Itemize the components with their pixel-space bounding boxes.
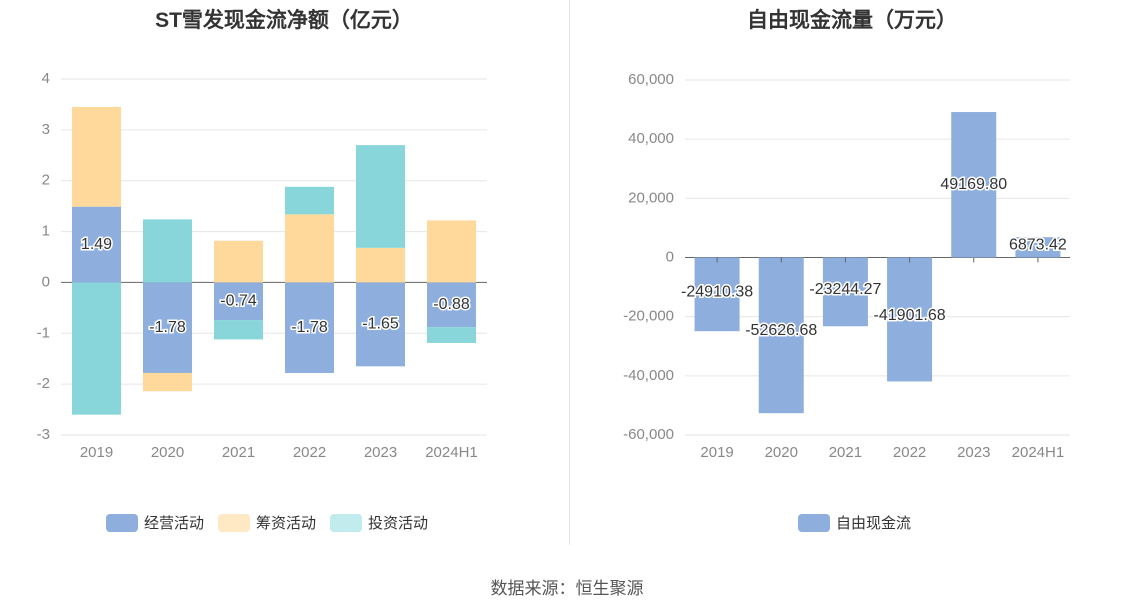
y-tick-label: 40,000	[628, 130, 674, 147]
bar-operating	[143, 282, 192, 373]
data-label-free-cash-flow: -24910.38	[681, 283, 753, 300]
bar-investing	[356, 145, 405, 248]
bar-financing	[356, 247, 405, 283]
x-tick-label: 2021	[829, 444, 862, 461]
data-label-operating: -1.65	[362, 316, 399, 333]
y-tick-label: -3	[37, 426, 50, 443]
legend-item-investing[interactable]: 投资活动	[330, 512, 428, 533]
bar-free-cash-flow	[887, 257, 933, 382]
legend-label-investing: 投资活动	[368, 515, 429, 532]
x-tick-label: 2023	[957, 444, 990, 461]
y-tick-label: 20,000	[628, 189, 674, 206]
left-chart-svg: 4 3 2 1 0 -1 -2 -3 2019 1.49 2020 -1.78 2021 -0.74 202…	[37, 70, 487, 461]
data-label-free-cash-flow: 49169.80	[940, 176, 1007, 193]
x-tick-label: 2021	[222, 444, 255, 461]
bar-financing	[143, 372, 192, 392]
legend-swatch-investing	[330, 513, 363, 532]
bar-operating	[285, 282, 334, 373]
left-legend: 经营活动 筹资活动 投资活动	[106, 512, 428, 533]
y-tick-label: 60,000	[628, 71, 674, 88]
data-label-free-cash-flow: -52626.68	[745, 322, 817, 339]
bar-financing	[427, 220, 476, 283]
legend-swatch-operating	[106, 513, 138, 532]
bar-operating	[72, 206, 121, 283]
bar-free-cash-flow	[694, 257, 740, 332]
y-tick-label: 3	[42, 121, 50, 138]
left-chart-panel: ST雪发现金流净额（亿元） 4 3 2 1 0 -1 -2 -3 2019 1.49 2020 -1.…	[0, 0, 568, 545]
y-tick-label: -2	[37, 375, 50, 392]
right-chart-panel: 自由现金流量（万元） 60,000 40,000 20,000 0 -20,000 -40…	[570, 0, 1134, 545]
data-label-free-cash-flow: -23244.27	[809, 281, 881, 298]
legend-item-financing[interactable]: 筹资活动	[218, 512, 316, 533]
y-tick-label: -20,000	[623, 308, 674, 325]
x-tick-label: 2020	[765, 444, 798, 461]
bar-investing	[214, 320, 263, 340]
bar-free-cash-flow	[758, 257, 804, 414]
y-tick-label: 4	[42, 70, 50, 87]
bar-free-cash-flow	[951, 112, 997, 258]
x-tick-label: 2020	[151, 444, 184, 461]
y-tick-label: -1	[37, 324, 50, 341]
data-label-operating: -0.88	[433, 296, 470, 313]
bar-financing	[214, 240, 263, 283]
y-tick-label: -60,000	[623, 426, 674, 443]
data-label-operating: -1.78	[149, 319, 186, 336]
panel-divider	[569, 0, 570, 545]
bar-free-cash-flow	[1015, 237, 1061, 258]
legend-swatch-free-cash-flow	[798, 513, 830, 532]
y-tick-label: 0	[42, 273, 50, 290]
bar-operating	[427, 282, 476, 328]
legend-item-free-cash-flow[interactable]: 自由现金流	[798, 512, 911, 533]
bar-operating	[214, 282, 263, 321]
left-chart-title: ST雪发现金流净额（亿元）	[155, 9, 413, 32]
right-chart-title: 自由现金流量（万元）	[747, 9, 957, 32]
legend-label-free-cash-flow: 自由现金流	[836, 515, 912, 532]
bar-investing	[285, 186, 334, 215]
data-label-operating: -1.78	[291, 319, 328, 336]
data-label-free-cash-flow: 6873.42	[1009, 237, 1067, 254]
data-label-operating: 1.49	[81, 236, 112, 253]
x-tick-label: 2022	[893, 444, 926, 461]
legend-item-operating[interactable]: 经营活动	[106, 512, 204, 533]
legend-label-financing: 筹资活动	[256, 515, 317, 532]
bar-investing	[427, 327, 476, 343]
right-chart-svg: 60,000 40,000 20,000 0 -20,000 -40,000 -60,000…	[623, 71, 1070, 461]
x-tick-label: 2023	[364, 444, 397, 461]
x-tick-label: 2019	[700, 444, 733, 461]
bar-operating	[356, 282, 405, 367]
data-label-free-cash-flow: -41901.68	[874, 307, 946, 324]
x-tick-label: 2024H1	[1012, 444, 1065, 461]
y-tick-label: -40,000	[623, 367, 674, 384]
x-tick-label: 2019	[80, 444, 113, 461]
y-tick-label: 0	[666, 248, 674, 265]
legend-label-operating: 经营活动	[144, 515, 205, 532]
data-source-note: 数据来源：恒生聚源	[490, 579, 644, 598]
bar-investing	[72, 282, 121, 415]
bar-investing	[143, 219, 192, 283]
x-tick-label: 2024H1	[425, 444, 478, 461]
y-tick-label: 1	[42, 223, 50, 240]
legend-swatch-financing	[218, 513, 251, 532]
x-tick-label: 2022	[293, 444, 326, 461]
bar-financing	[72, 106, 121, 207]
right-legend: 自由现金流	[798, 512, 911, 533]
data-label-operating: -0.74	[220, 292, 257, 309]
y-tick-label: 2	[42, 172, 50, 189]
bar-free-cash-flow	[822, 257, 868, 327]
bar-financing	[285, 214, 334, 283]
